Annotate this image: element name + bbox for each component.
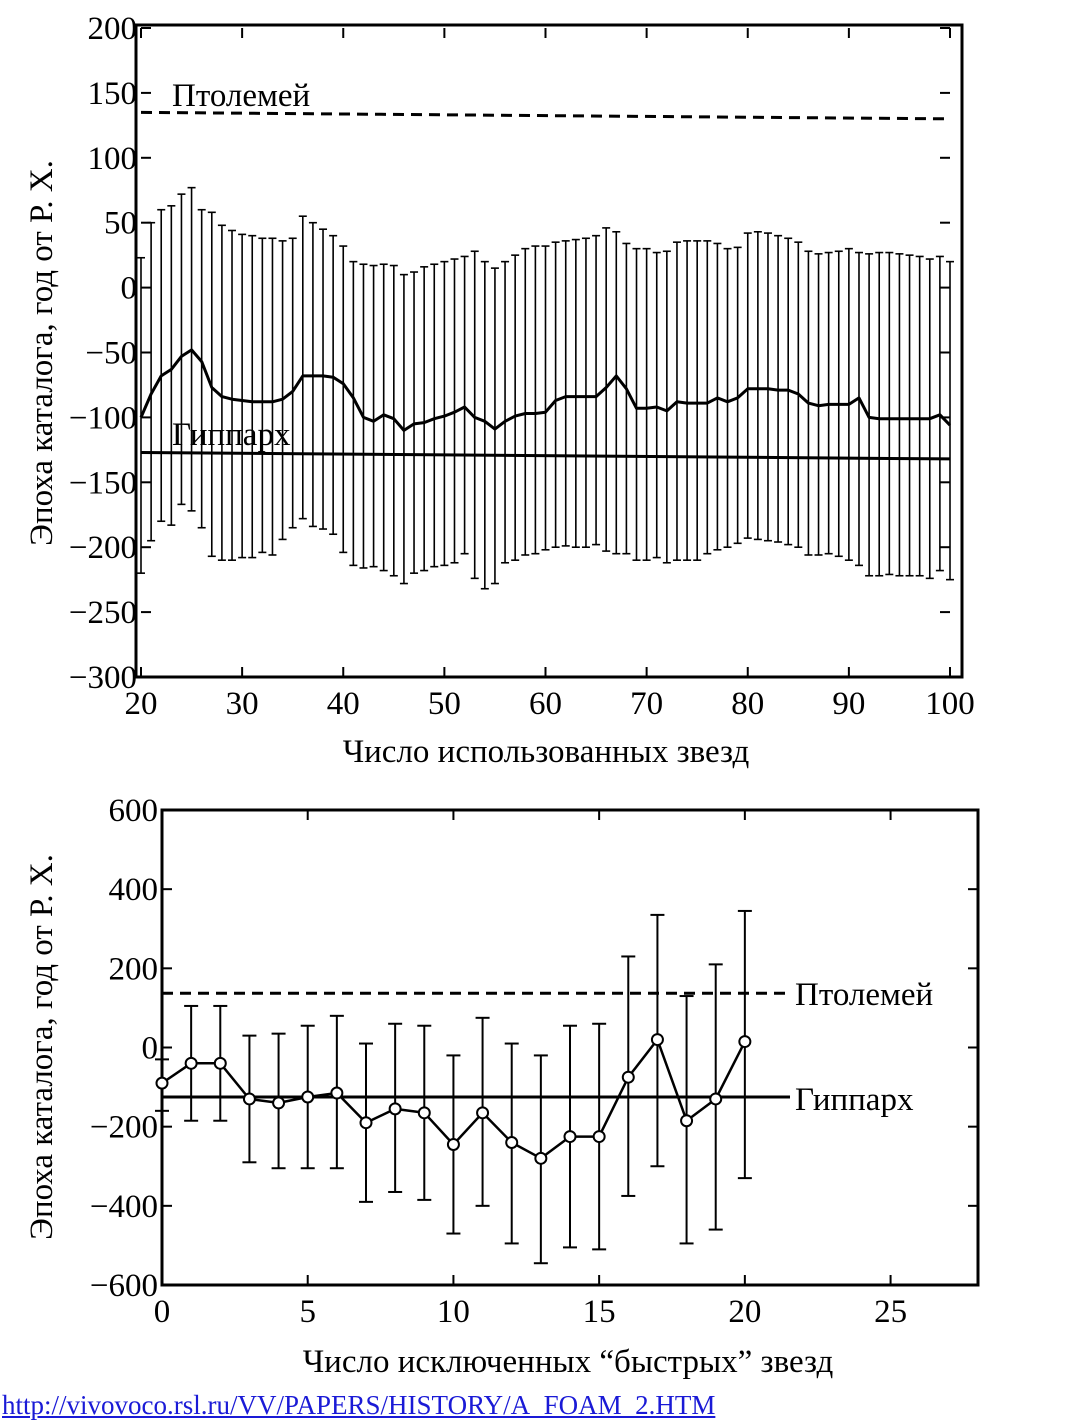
data-point xyxy=(621,1070,635,1084)
label-ptolemy: Птолемей xyxy=(172,78,310,114)
plot-frame xyxy=(134,23,964,679)
x-tick-label: 5 xyxy=(299,1294,316,1330)
y-tick-label: 200 xyxy=(109,951,159,987)
label-ptolemy: Птолемей xyxy=(795,977,933,1013)
x-tick-label: 60 xyxy=(529,686,562,722)
y-axis-label: Эпоха каталога, год от Р. Х. xyxy=(24,854,60,1240)
y-tick-label: 100 xyxy=(88,141,138,177)
y-tick-label: −100 xyxy=(69,400,137,436)
x-tick-label: 50 xyxy=(428,686,461,722)
label-hipparchus: Гиппарх xyxy=(795,1082,914,1118)
label-hipparchus: Гиппарх xyxy=(172,417,291,453)
data-point xyxy=(242,1092,256,1106)
data-point xyxy=(213,1056,227,1070)
data-point xyxy=(446,1137,460,1151)
y-tick-label: −250 xyxy=(69,595,137,631)
y-tick-label: 150 xyxy=(88,76,138,112)
figure: 20 30 40 50 60 70 80 90 100200150100500−50−100−1… xyxy=(24,11,980,1380)
data-point xyxy=(505,1136,519,1149)
data-point xyxy=(359,1116,373,1130)
data-point xyxy=(534,1151,548,1165)
x-tick-label: 90 xyxy=(832,686,865,722)
data-point xyxy=(650,1033,664,1047)
data-point xyxy=(592,1130,606,1144)
x-tick-label: 70 xyxy=(630,686,663,722)
chart-epoch-vs-excluded-fast-stars: 0 5 10 15 20 25 600 400 200 0 −200 −400 −600 Птолеме… xyxy=(24,793,980,1380)
y-tick-label: 50 xyxy=(104,206,137,242)
data-point xyxy=(563,1130,577,1144)
y-tick-label: 200 xyxy=(88,11,138,47)
y-axis-label: Эпоха каталога, год от Р. Х. xyxy=(24,160,60,546)
series-line xyxy=(139,348,952,432)
data-point xyxy=(388,1102,402,1116)
y-tick-label: −200 xyxy=(90,1110,158,1146)
x-axis-label: Число исключенных “быстрых” звезд xyxy=(303,1344,834,1380)
y-tick-label: −300 xyxy=(69,660,137,696)
data-point xyxy=(738,1035,752,1049)
x-tick-label: 20 xyxy=(125,686,158,722)
y-tick-label: −600 xyxy=(90,1268,158,1304)
x-tick-label: 25 xyxy=(874,1294,907,1330)
data-point xyxy=(330,1086,344,1100)
x-tick-label: 20 xyxy=(728,1294,761,1330)
y-tick-label: −150 xyxy=(69,465,137,501)
y-tick-label: −400 xyxy=(90,1189,158,1225)
y-tick-label: −50 xyxy=(85,336,137,372)
data-point xyxy=(272,1096,286,1110)
data-point xyxy=(184,1056,198,1070)
x-tick-label: 40 xyxy=(327,686,360,722)
x-tick-label: 80 xyxy=(731,686,764,722)
x-tick-label: 10 xyxy=(437,1294,470,1330)
y-tick-label: 0 xyxy=(121,271,138,307)
y-tick-label: 400 xyxy=(109,872,159,908)
y-tick-label: −200 xyxy=(69,530,137,566)
data-point xyxy=(709,1092,723,1106)
x-tick-label: 100 xyxy=(925,686,975,722)
y-tick-label: 600 xyxy=(109,793,159,829)
data-point xyxy=(476,1106,490,1120)
data-point xyxy=(680,1114,694,1128)
x-tick-label: 15 xyxy=(583,1294,616,1330)
source-url-link[interactable]: http://vivovoco.rsl.ru/VV/PAPERS/HISTORY… xyxy=(2,1390,716,1420)
data-point xyxy=(301,1090,315,1104)
data-point xyxy=(417,1106,431,1120)
reference-line-ptolemy xyxy=(140,110,951,121)
x-tick-label: 30 xyxy=(226,686,259,722)
x-tick-label: 0 xyxy=(154,1294,171,1330)
chart-epoch-vs-stars-used: 20 30 40 50 60 70 80 90 100 200 150 100 50 0 −50 −100 −1… xyxy=(24,11,975,770)
data-point xyxy=(155,1076,169,1090)
x-axis-label: Число использованных звезд xyxy=(343,734,750,770)
y-tick-label: 0 xyxy=(142,1031,159,1067)
